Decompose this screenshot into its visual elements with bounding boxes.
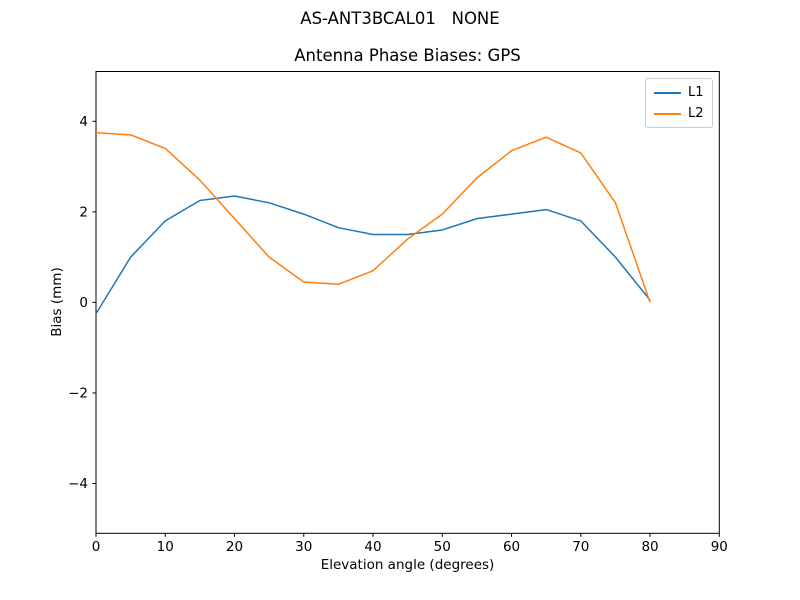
x-tick-label: 50	[434, 539, 451, 555]
x-tick-label: 30	[295, 539, 312, 555]
x-tick-label: 40	[364, 539, 381, 555]
x-tick-label: 0	[92, 539, 101, 555]
figure-suptitle: AS-ANT3BCAL01 NONE	[300, 9, 500, 28]
l1-line	[95, 195, 651, 315]
legend-entry-l2: L2	[654, 106, 704, 121]
chart-title: Antenna Phase Biases: GPS	[294, 46, 521, 65]
axes-frame	[95, 71, 720, 534]
legend-label-l1: L1	[688, 85, 704, 100]
y-tick-label: 0	[79, 295, 88, 311]
y-tick-label: 2	[79, 205, 88, 221]
y-tick-label: −4	[68, 476, 88, 492]
x-tick-label: 70	[572, 539, 589, 555]
l1-line-swatch	[654, 91, 681, 94]
x-tick-label: 10	[157, 539, 174, 555]
x-axis-label: Elevation angle (degrees)	[320, 557, 495, 573]
y-axis-label: Bias (mm)	[49, 267, 65, 337]
legend-label-l2: L2	[688, 106, 704, 121]
x-tick-label: 60	[503, 539, 520, 555]
legend: L1 L2	[645, 78, 713, 128]
y-tick-label: −2	[68, 386, 88, 402]
x-tick-label: 90	[711, 539, 728, 555]
x-tick-label: 20	[226, 539, 243, 555]
x-tick-label: 80	[641, 539, 658, 555]
l2-line	[95, 131, 651, 303]
legend-entry-l1: L1	[654, 85, 704, 100]
y-tick-label: 4	[79, 114, 88, 130]
l2-line-swatch	[654, 112, 681, 115]
